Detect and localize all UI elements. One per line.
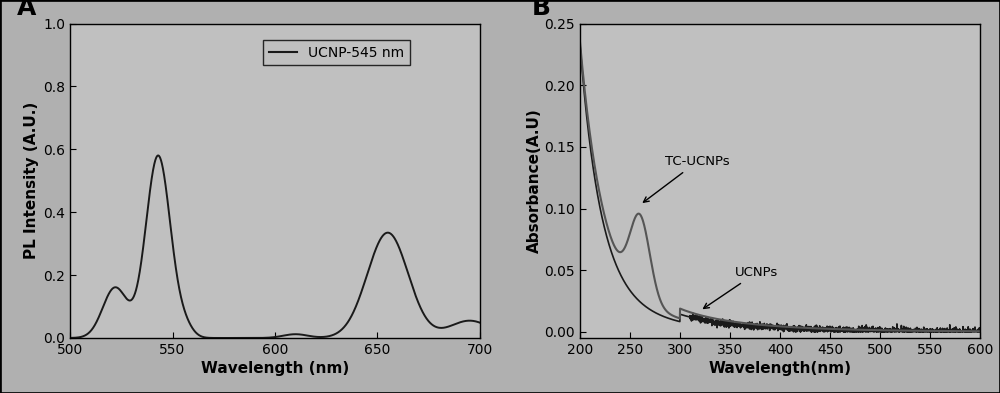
Text: TC-UCNPs: TC-UCNPs: [643, 155, 730, 202]
Y-axis label: PL Intensity (A.U.): PL Intensity (A.U.): [24, 102, 39, 259]
Text: B: B: [532, 0, 551, 20]
Text: UCNPs: UCNPs: [704, 266, 778, 309]
Legend: UCNP-545 nm: UCNP-545 nm: [263, 40, 410, 65]
Y-axis label: Absorbance(A.U): Absorbance(A.U): [527, 108, 542, 253]
X-axis label: Wavelength (nm): Wavelength (nm): [201, 361, 349, 376]
X-axis label: Wavelength(nm): Wavelength(nm): [708, 361, 852, 376]
Text: A: A: [17, 0, 36, 20]
